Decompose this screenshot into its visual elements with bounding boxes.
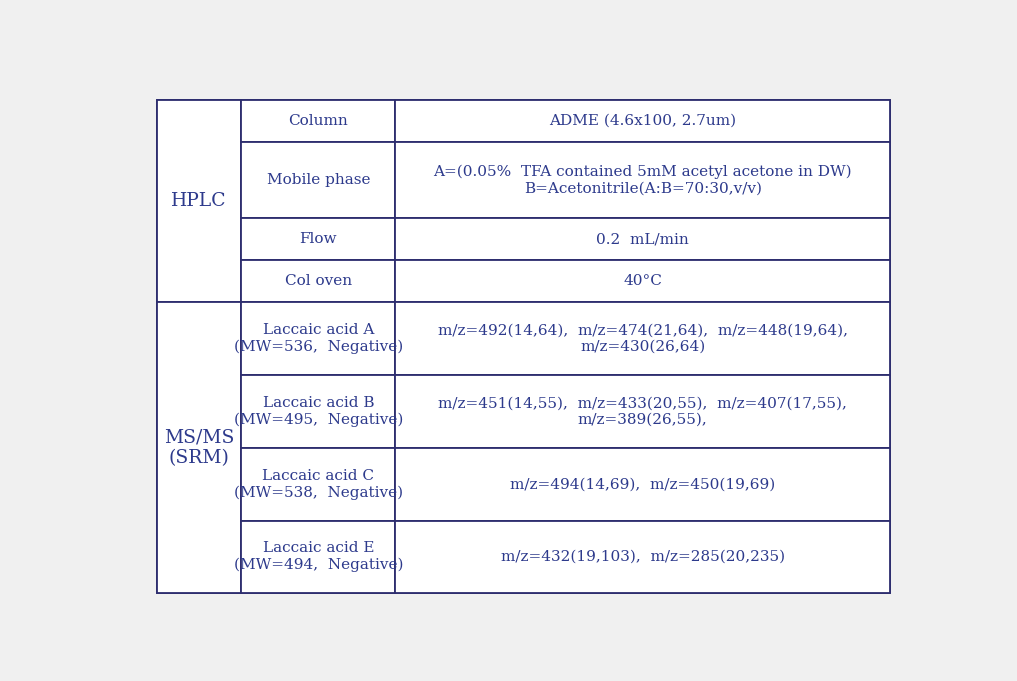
Text: Mobile phase: Mobile phase [266,173,370,187]
Text: 40°C: 40°C [623,274,662,288]
Text: ADME (4.6x100, 2.7um): ADME (4.6x100, 2.7um) [549,114,736,128]
Bar [396,520,890,593]
Bar [241,520,396,593]
Bar [241,142,396,219]
Text: Col oven: Col oven [285,274,352,288]
Text: m/z=432(19,103),  m/z=285(20,235): m/z=432(19,103), m/z=285(20,235) [500,550,785,564]
Bar [157,302,241,593]
Bar [396,142,890,219]
Bar [396,260,890,302]
Bar [241,219,396,260]
Bar [396,100,890,142]
Bar [241,302,396,375]
Bar [157,100,241,302]
Text: 0.2  mL/min: 0.2 mL/min [596,232,690,247]
Bar [241,375,396,448]
Text: Column: Column [289,114,348,128]
Bar [396,448,890,520]
Bar [396,219,890,260]
Bar [241,448,396,520]
Text: m/z=451(14,55),  m/z=433(20,55),  m/z=407(17,55),
m/z=389(26,55),: m/z=451(14,55), m/z=433(20,55), m/z=407(… [438,396,847,427]
Text: A=(0.05%  TFA contained 5mM acetyl acetone in DW)
B=Acetonitrile(A:B=70:30,v/v): A=(0.05% TFA contained 5mM acetyl aceton… [433,165,852,195]
Text: MS/MS
(SRM): MS/MS (SRM) [164,428,234,467]
Text: Flow: Flow [300,232,337,247]
Text: Laccaic acid A
(MW=536,  Negative): Laccaic acid A (MW=536, Negative) [234,323,403,354]
Text: m/z=494(14,69),  m/z=450(19,69): m/z=494(14,69), m/z=450(19,69) [511,477,775,491]
Bar [241,100,396,142]
Bar [396,375,890,448]
Bar [241,260,396,302]
Text: Laccaic acid E
(MW=494,  Negative): Laccaic acid E (MW=494, Negative) [234,541,403,572]
Text: Laccaic acid B
(MW=495,  Negative): Laccaic acid B (MW=495, Negative) [234,396,403,427]
Text: m/z=492(14,64),  m/z=474(21,64),  m/z=448(19,64),
m/z=430(26,64): m/z=492(14,64), m/z=474(21,64), m/z=448(… [437,323,848,353]
Text: Laccaic acid C
(MW=538,  Negative): Laccaic acid C (MW=538, Negative) [234,469,403,500]
Text: HPLC: HPLC [172,192,227,210]
Bar [396,302,890,375]
